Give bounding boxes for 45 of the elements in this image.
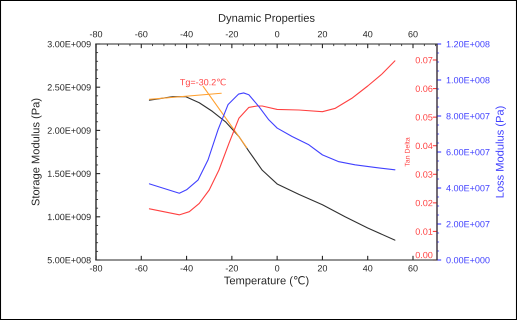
y2-tick-label: 0.03	[416, 171, 432, 178]
y3-tick-label: 2.00E+007	[446, 220, 490, 228]
x2-tick-label: -80	[90, 30, 102, 38]
x-tick-label: -60	[135, 265, 148, 272]
annotation: Tg=-30.2℃	[180, 78, 226, 88]
y3-tick-label: 4.00E+007	[446, 184, 490, 192]
y2-tick-label: 0.01	[416, 228, 432, 235]
x-tick-label: 0	[274, 265, 280, 272]
y3-tick-label: 1.20E+008	[446, 40, 490, 48]
y2-tick-label: 0.02	[416, 200, 432, 206]
y-tick-label: 2.00E+009	[48, 127, 91, 134]
line-series	[148, 92, 396, 194]
y3-axis-title: Loss Modulus (Pa)	[496, 106, 506, 198]
x-tick-label: -20	[226, 265, 238, 272]
y3-tick-label: 0.00E+000	[446, 256, 490, 264]
x2-tick-label: 60	[408, 30, 418, 38]
x2-tick-label: -60	[135, 30, 148, 38]
y2-tick-label: 0.07	[416, 56, 432, 64]
x-tick-label: 60	[408, 265, 418, 272]
x-tick-label: -40	[180, 265, 193, 272]
x2-tick-label: 40	[362, 30, 372, 38]
y2-tick-label: 0.00	[416, 252, 432, 258]
y3-tick-label: 6.00E+007	[446, 148, 490, 156]
x2-tick-label: 0	[274, 30, 280, 38]
y3-tick-label: 8.00E+007	[446, 112, 490, 120]
y-tick-label: 3.00E+009	[48, 40, 91, 48]
x-tick-label: 40	[362, 265, 372, 272]
x2-tick-label: -40	[180, 30, 193, 38]
y-tick-label: 1.00E+009	[48, 214, 91, 220]
x-tick-label: -80	[90, 265, 102, 272]
y-tick-label: 5.00E+008	[48, 256, 91, 264]
x2-tick-label: -20	[226, 30, 238, 38]
x-tick-label: 20	[318, 265, 328, 272]
x2-tick-label: 20	[318, 30, 328, 38]
chart-title: Dynamic Properties	[218, 14, 315, 24]
line-series	[148, 60, 396, 216]
x-axis-title: Temperature (℃)	[224, 276, 308, 287]
y3-tick-label: 1.00E+008	[446, 76, 490, 84]
y2-tick-label: 0.04	[416, 142, 433, 150]
y-axis-title: Storage Modulus (Pa)	[31, 98, 42, 206]
y2-tick-label: 0.05	[416, 114, 432, 121]
line-series	[148, 96, 396, 241]
y-tick-label: 1.50E+009	[48, 170, 91, 177]
y-tick-label: 2.50E+009	[48, 84, 91, 91]
y2-tick-label: 0.06	[416, 86, 432, 92]
